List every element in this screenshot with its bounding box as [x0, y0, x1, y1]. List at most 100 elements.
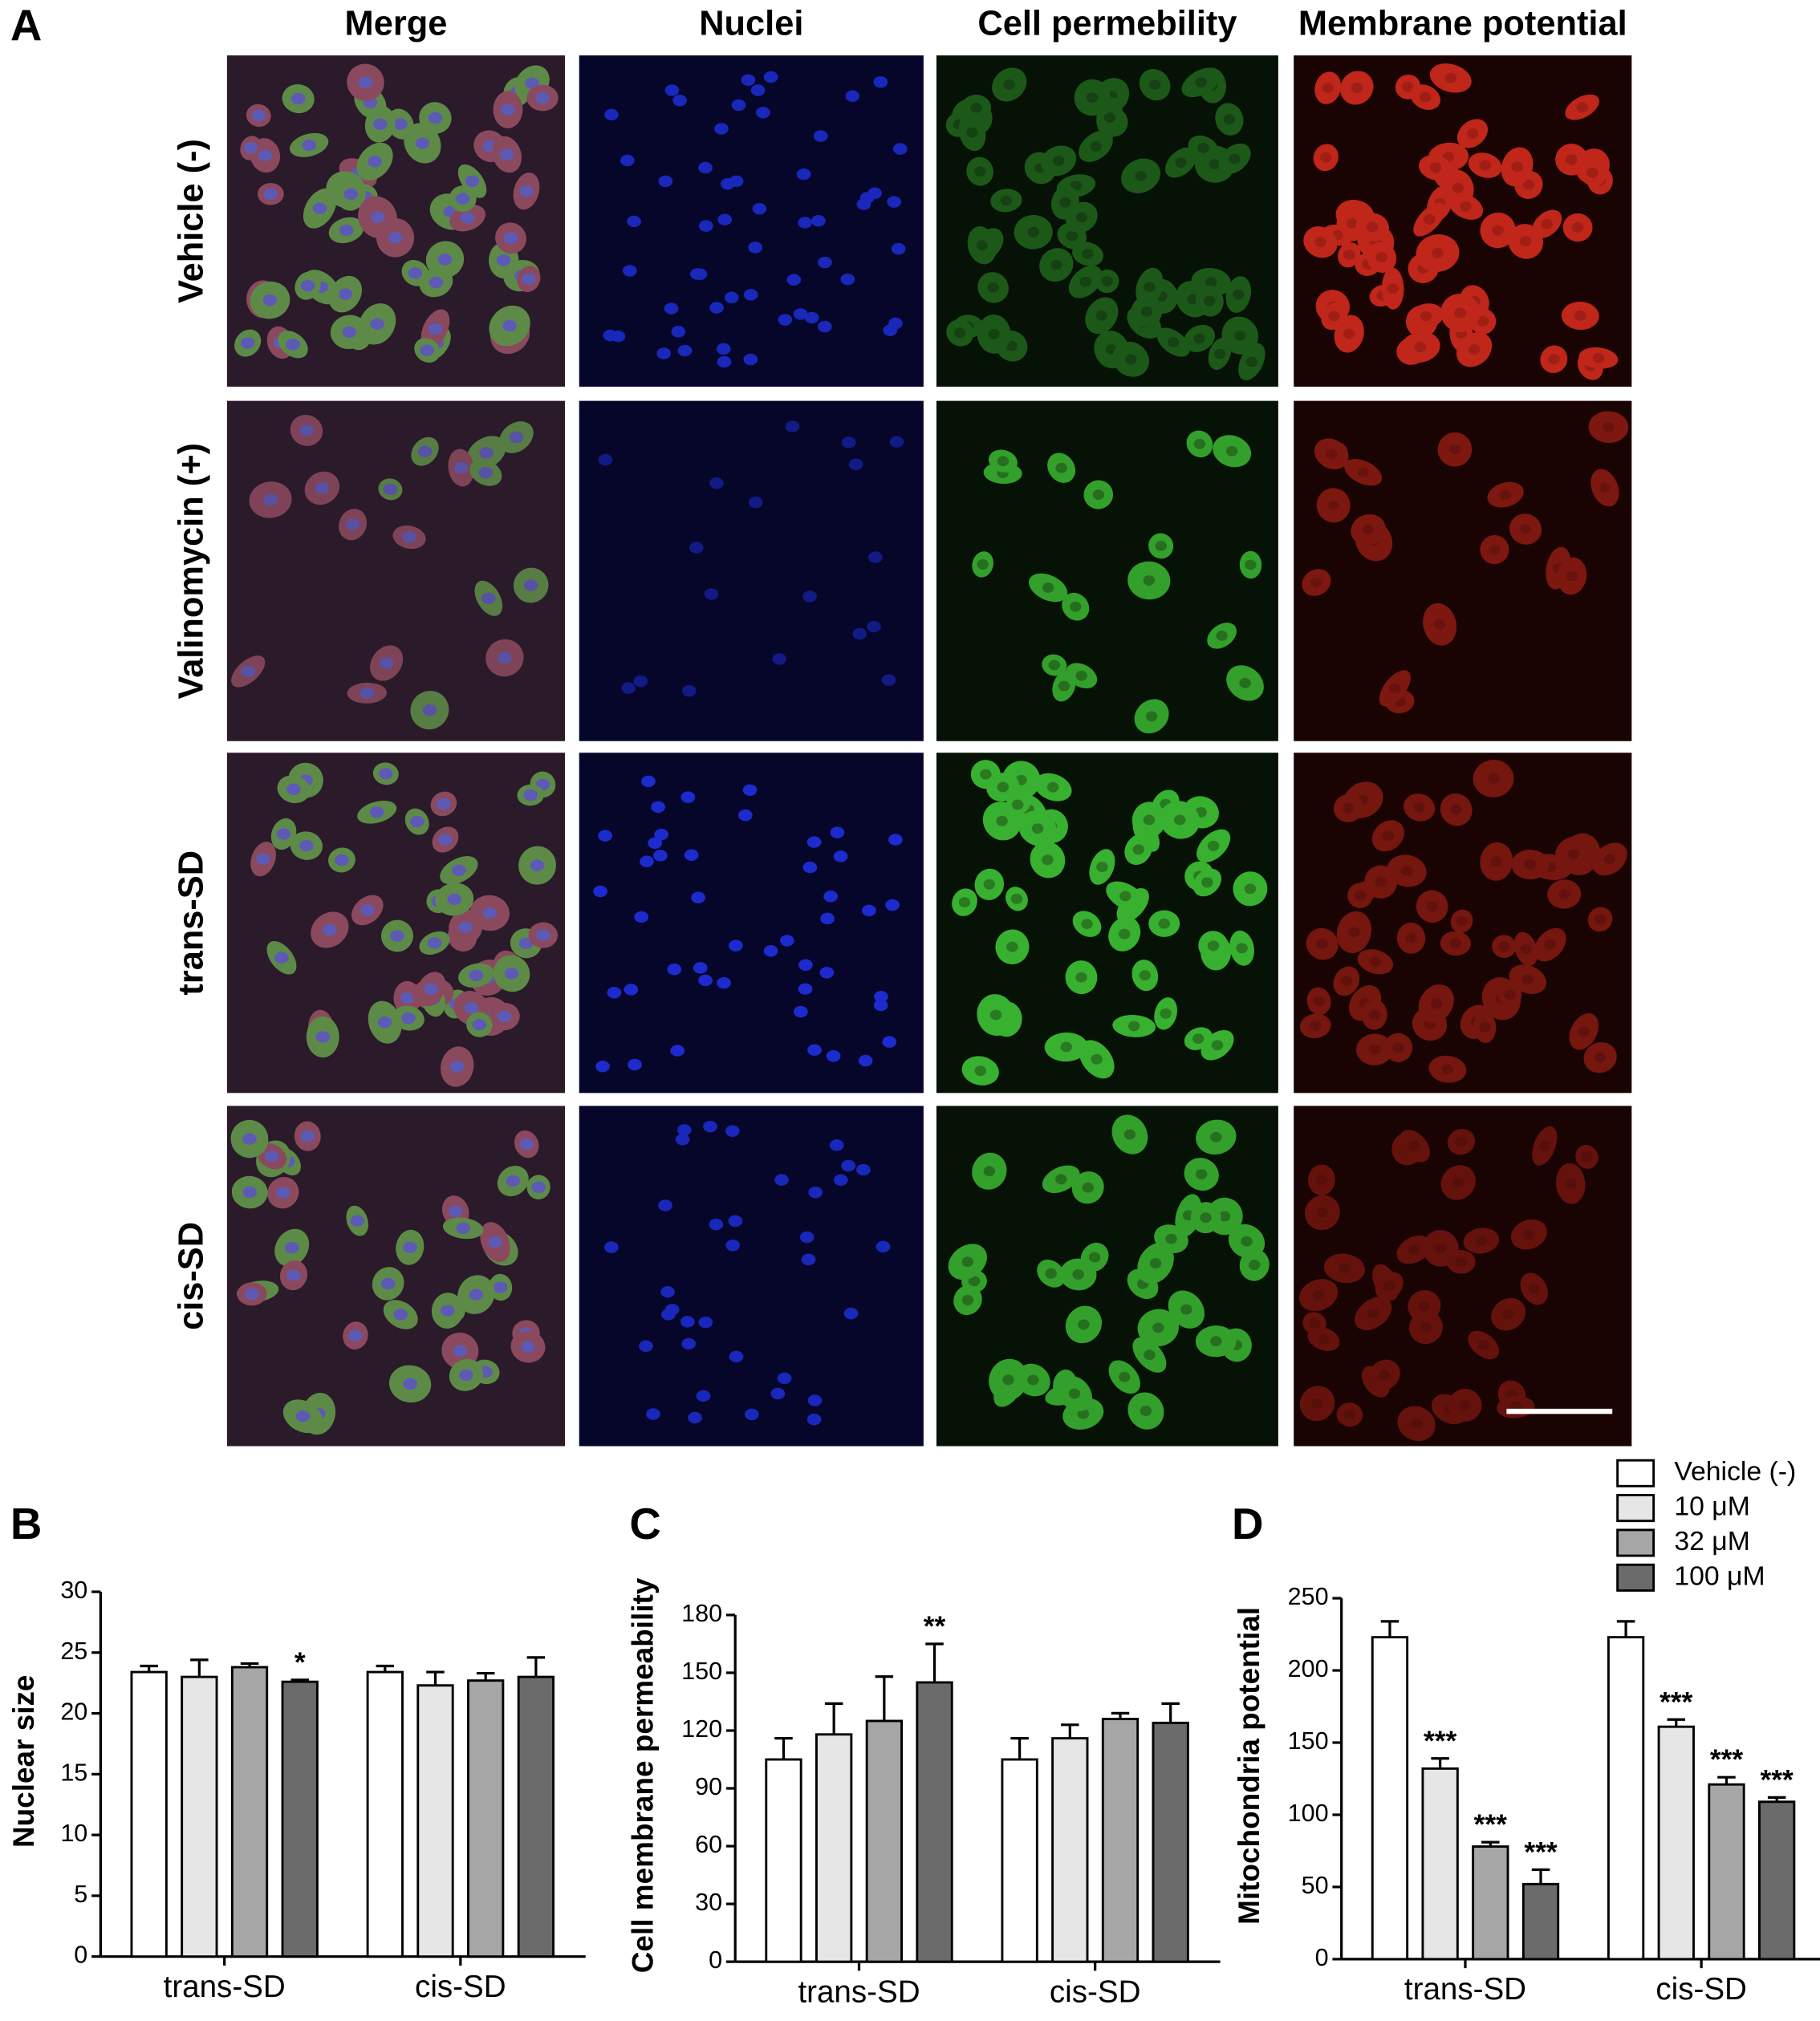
nucleus	[709, 1218, 724, 1231]
y-tick-label: 150	[1288, 1727, 1329, 1755]
cells	[1303, 63, 1619, 380]
nucleus	[804, 311, 819, 324]
cells	[1298, 1126, 1599, 1442]
nucleus	[622, 265, 637, 277]
bar	[1758, 1800, 1796, 1961]
nucleus	[689, 268, 705, 280]
nucleus-shadow	[1192, 1033, 1205, 1045]
nucleus	[672, 95, 687, 107]
cell-body	[1014, 214, 1053, 250]
nucleus	[676, 1124, 692, 1136]
nucleus	[881, 674, 896, 686]
nucleus-shadow	[1571, 222, 1584, 233]
nucleus-shadow	[1075, 670, 1087, 681]
nucleus-shadow	[1402, 81, 1414, 92]
nucleus-shadow	[1127, 1021, 1140, 1032]
bar	[416, 1684, 454, 1958]
nucleus	[664, 1304, 680, 1316]
nucleus-shadow	[1054, 1174, 1067, 1185]
cell-body	[1372, 1264, 1399, 1301]
nucleus-shadow	[1195, 1169, 1208, 1179]
nucleus	[743, 289, 758, 301]
nucleus-shadow	[1205, 277, 1217, 288]
significance: ***	[1524, 1836, 1558, 1868]
nucleus-shadow	[1490, 856, 1503, 867]
cell-body	[1221, 316, 1258, 355]
nucleus	[502, 319, 517, 332]
nucleus	[338, 288, 353, 300]
nucleus-shadow	[1424, 213, 1436, 225]
nucleus	[892, 143, 908, 155]
nucleus-shadow	[1586, 168, 1599, 178]
y-axis-label: Nuclear size	[7, 1675, 40, 1849]
nucleus	[670, 1045, 685, 1057]
nucleus-shadow	[962, 321, 974, 332]
nucleus-shadow	[1193, 333, 1205, 344]
nucleus	[794, 1005, 808, 1018]
nucleus-shadow	[1197, 143, 1209, 153]
nucleus-shadow	[1479, 160, 1491, 171]
significance: ***	[1710, 1744, 1744, 1775]
nucleus-shadow	[1066, 230, 1079, 241]
nucleus-shadow	[1316, 1207, 1329, 1218]
nucleus	[465, 175, 480, 188]
nucleus-shadow	[1005, 340, 1018, 351]
nucleus	[428, 112, 443, 124]
nucleus-shadow	[1450, 804, 1462, 815]
nucleus-shadow	[1558, 889, 1570, 899]
cells	[972, 430, 1264, 734]
nucleus	[493, 1281, 508, 1293]
nucleus	[743, 353, 758, 366]
nucleus-shadow	[1138, 317, 1150, 328]
nucleus	[858, 1054, 873, 1067]
y-tick-label: 0	[709, 1946, 722, 1974]
cell-body	[1368, 1359, 1400, 1390]
nucleus	[286, 339, 300, 351]
significance: ***	[1424, 1726, 1457, 1757]
nucleus-shadow	[1408, 1244, 1420, 1256]
cells	[250, 762, 559, 1087]
cell-body	[945, 112, 973, 137]
nucleus	[841, 1159, 856, 1172]
nucleus	[459, 1369, 473, 1382]
nucleus	[845, 90, 860, 102]
nucleus	[509, 431, 524, 444]
significance: ***	[1660, 1686, 1693, 1718]
nucleus	[437, 797, 451, 810]
nucleus-shadow	[1173, 814, 1186, 826]
nucleus	[417, 445, 433, 457]
nucleus-shadow	[1320, 152, 1332, 163]
nucleus-shadow	[1594, 1052, 1607, 1063]
nucleus	[801, 1253, 816, 1266]
nucleus	[639, 1340, 653, 1353]
nucleus-shadow	[1325, 448, 1338, 460]
cell-body	[953, 315, 984, 339]
nucleus	[478, 466, 494, 479]
legend-label: 100 μM	[1674, 1560, 1765, 1591]
nucleus	[315, 1031, 331, 1043]
nucleus	[843, 1307, 859, 1320]
legend-label: 10 μM	[1674, 1491, 1749, 1522]
nucleus	[841, 436, 856, 448]
nucleus-shadow	[1357, 467, 1369, 478]
cell-body	[1304, 1195, 1340, 1231]
nucleus	[393, 118, 408, 130]
nucleus	[611, 330, 626, 343]
nucleus	[848, 458, 863, 471]
bar	[1101, 1718, 1140, 1963]
nucleus-shadow	[1312, 1289, 1325, 1301]
nucleus	[829, 1139, 844, 1151]
nucleus-shadow	[1314, 237, 1326, 248]
nucleus-shadow	[1218, 1211, 1231, 1222]
nucleus-shadow	[1125, 354, 1137, 365]
nucleus-shadow	[1420, 310, 1432, 322]
nucleus	[607, 987, 622, 999]
y-tick-label: 60	[695, 1831, 722, 1858]
nucleus	[745, 1408, 759, 1421]
nucleus-shadow	[968, 1276, 981, 1287]
cell-body	[1361, 1366, 1390, 1398]
nucleus-shadow	[1499, 489, 1512, 501]
bar	[1001, 1758, 1038, 1963]
nucleus	[867, 620, 881, 633]
nucleus-shadow	[1139, 970, 1152, 981]
